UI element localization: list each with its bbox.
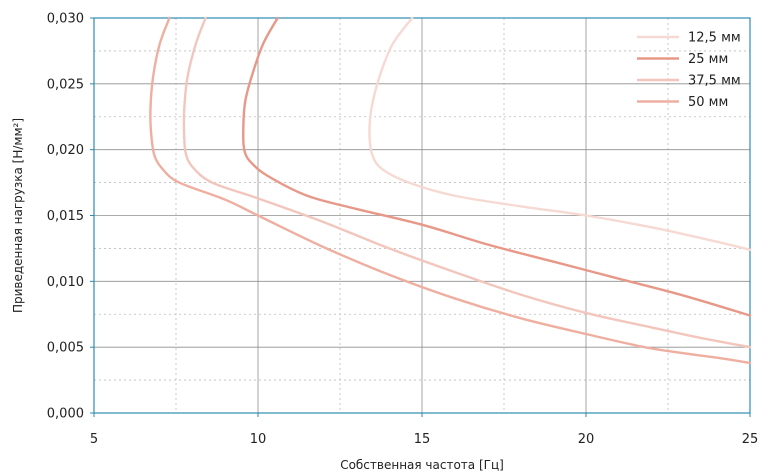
x-tick-label: 15 [414, 432, 431, 447]
x-tick-label: 5 [90, 432, 98, 447]
x-tick-label: 25 [742, 432, 759, 447]
y-tick-label: 0,005 [47, 341, 84, 356]
legend-label: 50 мм [688, 95, 728, 110]
legend-label: 37,5 мм [688, 74, 741, 89]
tick-layer: 0,000 0,005 0,010 0,015 0,020 0,025 0,030 5 10 15… [47, 12, 758, 448]
series-line-1 [368, 16, 752, 251]
y-tick-label: 0,015 [47, 209, 84, 224]
x-tick-label: 20 [578, 432, 595, 447]
series-line-3 [182, 16, 752, 349]
x-axis-label: Собственная частота [Гц] [340, 458, 504, 472]
series-line-4 [149, 16, 752, 365]
series-layer [149, 16, 752, 365]
x-tick-label: 10 [250, 432, 267, 447]
y-tick-label: 0,020 [47, 143, 84, 158]
series-line-2 [242, 16, 752, 317]
legend-label: 25 мм [688, 52, 728, 67]
legend: 12,5 мм 25 мм 37,5 мм 50 мм [637, 31, 741, 110]
legend-label: 12,5 мм [688, 31, 741, 46]
y-tick-label: 0,030 [47, 12, 84, 27]
grid-major [94, 18, 750, 413]
y-tick-label: 0,025 [47, 77, 84, 92]
y-tick-label: 0,010 [47, 275, 84, 290]
y-axis-label: Приведенная нагрузка [Н/мм²] [11, 118, 25, 313]
y-tick-label: 0,000 [47, 407, 84, 422]
